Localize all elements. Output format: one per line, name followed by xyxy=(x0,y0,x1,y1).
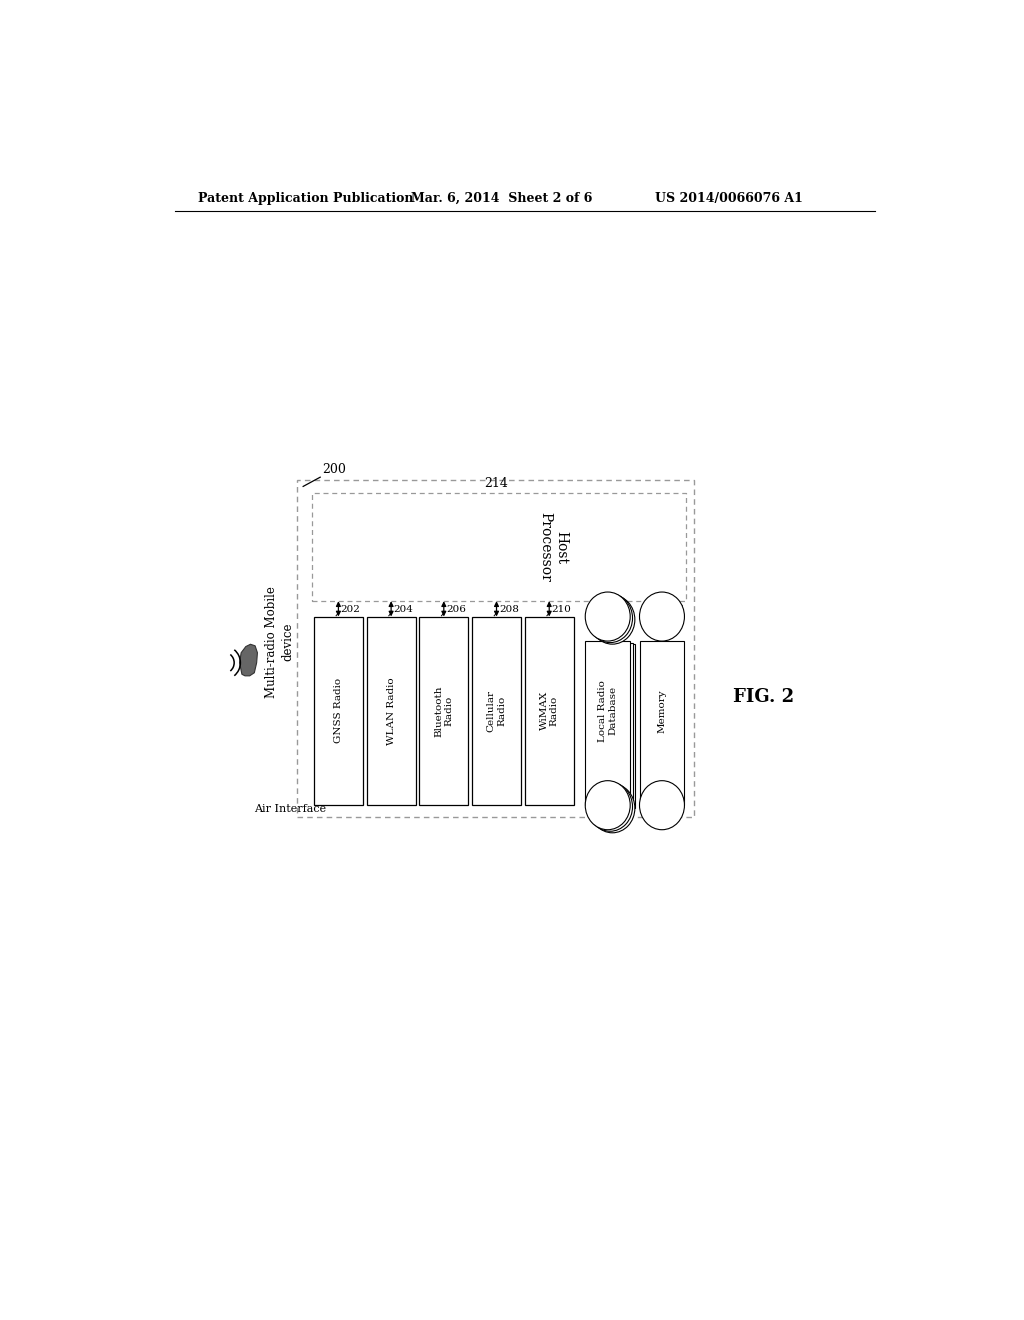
Bar xyxy=(640,642,684,805)
Bar xyxy=(588,643,633,807)
Text: 200: 200 xyxy=(322,462,346,475)
Bar xyxy=(314,616,362,805)
Ellipse shape xyxy=(590,595,635,644)
Bar xyxy=(472,616,521,805)
Ellipse shape xyxy=(640,780,684,830)
Bar xyxy=(312,494,686,601)
Text: Host
Processor: Host Processor xyxy=(539,512,568,582)
Ellipse shape xyxy=(640,593,684,642)
Bar xyxy=(586,642,630,805)
Text: 210: 210 xyxy=(552,606,571,614)
Text: Air Interface: Air Interface xyxy=(254,804,327,814)
Text: Multi-radio Mobile
device: Multi-radio Mobile device xyxy=(265,586,295,698)
Bar xyxy=(420,616,468,805)
Text: 206: 206 xyxy=(446,606,466,614)
Text: Memory: Memory xyxy=(657,689,667,733)
Text: Bluetooth
Radio: Bluetooth Radio xyxy=(434,685,454,737)
Text: Cellular
Radio: Cellular Radio xyxy=(486,690,506,731)
Bar xyxy=(297,480,693,817)
Text: FIG. 2: FIG. 2 xyxy=(733,689,794,706)
Text: Patent Application Publication: Patent Application Publication xyxy=(198,191,414,205)
Bar xyxy=(367,616,416,805)
Text: Mar. 6, 2014  Sheet 2 of 6: Mar. 6, 2014 Sheet 2 of 6 xyxy=(411,191,592,205)
Text: US 2014/0066076 A1: US 2014/0066076 A1 xyxy=(655,191,803,205)
Bar xyxy=(590,644,635,808)
Ellipse shape xyxy=(586,593,630,642)
Text: 216: 216 xyxy=(665,606,684,614)
Text: Local Radio
Database: Local Radio Database xyxy=(598,680,617,742)
Text: 202: 202 xyxy=(341,606,360,614)
Bar xyxy=(524,616,573,805)
Ellipse shape xyxy=(588,594,633,643)
Text: 204: 204 xyxy=(393,606,414,614)
Text: WLAN Radio: WLAN Radio xyxy=(387,677,395,744)
Text: 208: 208 xyxy=(499,606,519,614)
Text: WiMAX
Radio: WiMAX Radio xyxy=(540,692,559,730)
Ellipse shape xyxy=(588,783,633,832)
Ellipse shape xyxy=(586,780,630,830)
Text: 214: 214 xyxy=(483,478,508,490)
Text: GNSS Radio: GNSS Radio xyxy=(334,678,343,743)
Ellipse shape xyxy=(590,784,635,833)
Text: 212: 212 xyxy=(610,606,630,614)
Polygon shape xyxy=(240,644,257,676)
